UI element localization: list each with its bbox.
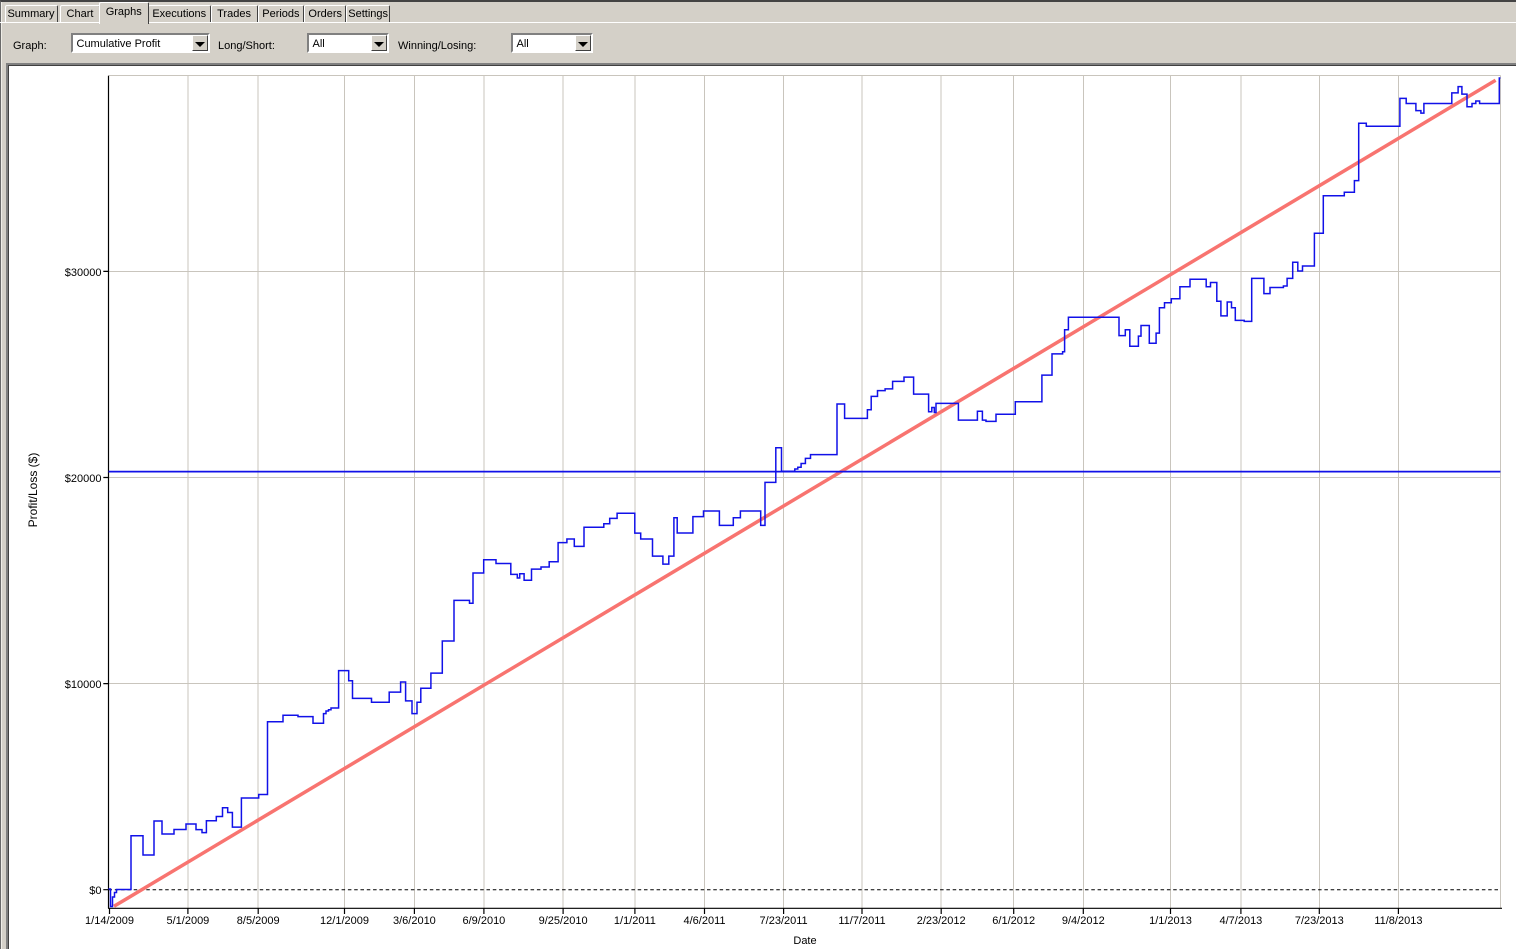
svg-text:$20000: $20000 xyxy=(65,473,102,485)
svg-text:11/7/2011: 11/7/2011 xyxy=(838,915,885,927)
svg-text:11/8/2013: 11/8/2013 xyxy=(1374,915,1422,927)
svg-text:9/25/2010: 9/25/2010 xyxy=(539,915,588,927)
svg-text:3/6/2010: 3/6/2010 xyxy=(393,915,436,927)
svg-text:$30000: $30000 xyxy=(65,267,102,279)
svg-text:1/1/2011: 1/1/2011 xyxy=(614,915,656,927)
svg-text:4/6/2011: 4/6/2011 xyxy=(683,915,725,927)
svg-text:$0: $0 xyxy=(89,885,101,897)
svg-text:7/23/2011: 7/23/2011 xyxy=(760,915,808,927)
svg-text:$10000: $10000 xyxy=(65,679,102,691)
svg-text:5/1/2009: 5/1/2009 xyxy=(166,915,209,927)
svg-text:1/1/2013: 1/1/2013 xyxy=(1149,915,1192,927)
svg-text:6/1/2012: 6/1/2012 xyxy=(992,915,1035,927)
svg-text:8/5/2009: 8/5/2009 xyxy=(237,915,280,927)
svg-text:7/23/2013: 7/23/2013 xyxy=(1295,915,1344,927)
svg-text:12/1/2009: 12/1/2009 xyxy=(320,915,369,927)
svg-text:Profit/Loss ($): Profit/Loss ($) xyxy=(26,453,40,528)
svg-text:Date: Date xyxy=(793,935,816,947)
svg-text:2/23/2012: 2/23/2012 xyxy=(917,915,966,927)
svg-text:9/4/2012: 9/4/2012 xyxy=(1062,915,1105,927)
svg-text:6/9/2010: 6/9/2010 xyxy=(462,915,505,927)
svg-text:1/14/2009: 1/14/2009 xyxy=(85,915,134,927)
svg-text:4/7/2013: 4/7/2013 xyxy=(1219,915,1262,927)
